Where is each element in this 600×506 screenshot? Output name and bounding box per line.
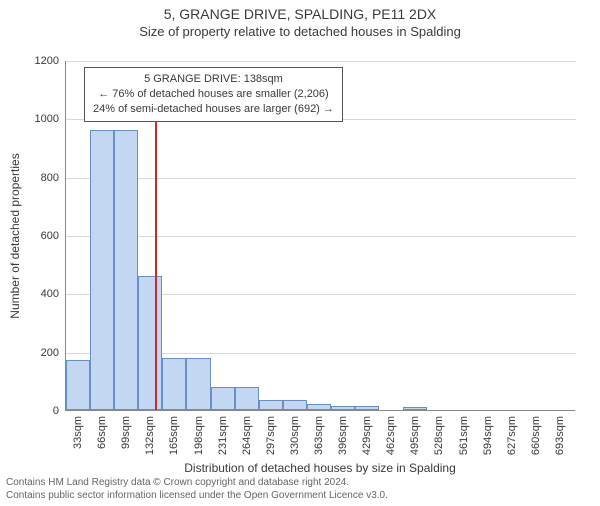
y-gridline [66, 178, 576, 179]
histogram-bar [90, 130, 114, 410]
x-tick-label: 528sqm [433, 416, 445, 455]
footer-line-2: Contains public sector information licen… [6, 489, 388, 502]
histogram-bar [403, 407, 427, 410]
x-tick-label: 660sqm [530, 416, 542, 455]
histogram-bar [66, 360, 90, 410]
annotation-line: 24% of semi-detached houses are larger (… [93, 102, 334, 117]
histogram-bar [162, 358, 186, 411]
x-tick-label: 165sqm [168, 416, 180, 455]
x-tick-label: 132sqm [144, 416, 156, 455]
plot-area: 02004006008001000120033sqm66sqm99sqm132s… [65, 61, 575, 411]
x-tick-label: 396sqm [337, 416, 349, 455]
y-gridline [66, 61, 576, 62]
histogram-bar [307, 404, 331, 410]
x-tick-label: 231sqm [217, 416, 229, 455]
footer-attribution: Contains HM Land Registry data © Crown c… [6, 476, 388, 502]
y-tick-label: 800 [19, 172, 59, 184]
y-tick-label: 1200 [19, 55, 59, 67]
footer-line-1: Contains HM Land Registry data © Crown c… [6, 476, 388, 489]
y-tick-label: 200 [19, 347, 59, 359]
x-tick-label: 330sqm [289, 416, 301, 455]
x-tick-label: 264sqm [241, 416, 253, 455]
x-tick-label: 99sqm [120, 416, 132, 449]
x-tick-label: 297sqm [265, 416, 277, 455]
x-tick-label: 594sqm [482, 416, 494, 455]
histogram-bar [331, 406, 355, 410]
annotation-box: 5 GRANGE DRIVE: 138sqm← 76% of detached … [84, 67, 343, 122]
page-subtitle: Size of property relative to detached ho… [0, 24, 600, 39]
histogram-bar [259, 400, 283, 410]
x-axis-title: Distribution of detached houses by size … [65, 461, 575, 475]
y-tick-label: 400 [19, 288, 59, 300]
x-tick-label: 627sqm [506, 416, 518, 455]
histogram-bar [235, 387, 259, 410]
x-tick-label: 33sqm [72, 416, 84, 449]
x-tick-label: 429sqm [361, 416, 373, 455]
histogram-bar [114, 130, 138, 410]
x-tick-label: 495sqm [409, 416, 421, 455]
y-tick-label: 600 [19, 230, 59, 242]
annotation-line: ← 76% of detached houses are smaller (2,… [93, 87, 334, 102]
x-tick-label: 363sqm [313, 416, 325, 455]
chart-container: Number of detached properties 0200400600… [65, 61, 575, 411]
histogram-bar [283, 400, 307, 410]
x-tick-label: 66sqm [96, 416, 108, 449]
y-tick-label: 0 [19, 405, 59, 417]
x-tick-label: 561sqm [458, 416, 470, 455]
annotation-line: 5 GRANGE DRIVE: 138sqm [93, 72, 334, 87]
histogram-bar [138, 276, 162, 410]
x-tick-label: 462sqm [385, 416, 397, 455]
x-tick-label: 198sqm [193, 416, 205, 455]
page-title: 5, GRANGE DRIVE, SPALDING, PE11 2DX [0, 6, 600, 22]
y-gridline [66, 236, 576, 237]
histogram-bar [211, 387, 235, 410]
histogram-bar [355, 406, 379, 410]
y-tick-label: 1000 [19, 113, 59, 125]
x-tick-label: 693sqm [554, 416, 566, 455]
histogram-bar [186, 358, 210, 411]
